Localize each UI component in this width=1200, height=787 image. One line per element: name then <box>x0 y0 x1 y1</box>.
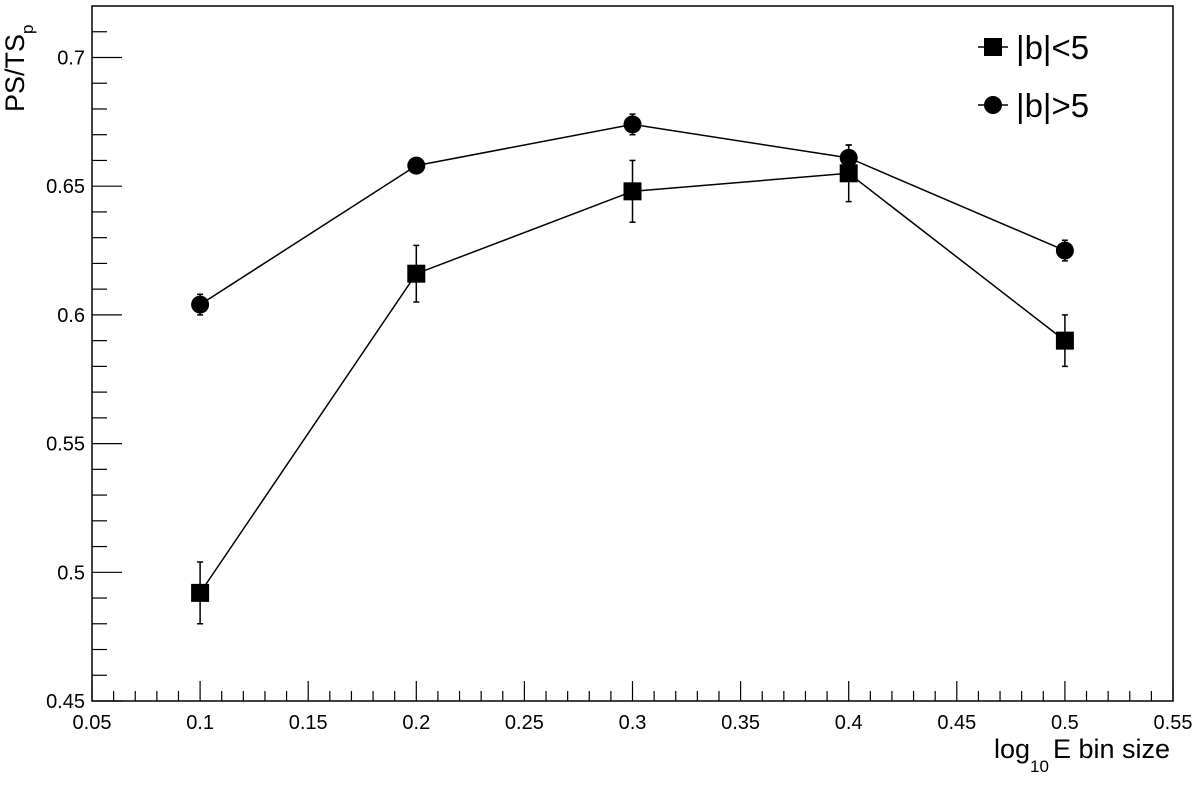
y-axis-label: PS/TSp <box>0 25 37 113</box>
chart-legend: |b|<5 |b|>5 <box>978 29 1089 124</box>
x-tick-label: 0.1 <box>186 712 214 734</box>
legend-marker-square <box>984 38 1002 56</box>
legend-label: |b|<5 <box>1016 29 1089 66</box>
x-axis-label-subscript: 10 <box>1030 757 1049 776</box>
x-tick-label: 0.3 <box>619 712 647 734</box>
x-axis-label-prefix: log <box>994 734 1030 764</box>
y-tick-label: 0.7 <box>57 47 85 69</box>
y-tick-label: 0.55 <box>46 434 85 456</box>
data-point-square <box>407 264 426 283</box>
axis-ticks: 0.05 0.1 0.15 0.2 0.25 0.3 0.35 0.4 0.45 0.5 0.55 0… <box>46 31 1193 734</box>
x-tick-label: 0.25 <box>505 712 544 734</box>
data-point-circle <box>839 148 858 167</box>
data-point-square <box>623 182 642 201</box>
x-tick-label: 0.2 <box>402 712 430 734</box>
x-tick-label: 0.4 <box>835 712 863 734</box>
y-tick-label: 0.45 <box>46 691 85 713</box>
x-tick-label: 0.45 <box>937 712 976 734</box>
series-line <box>199 172 1066 594</box>
data-point-circle <box>1055 241 1074 260</box>
plot-frame <box>91 5 1174 702</box>
data-point-square <box>191 583 210 602</box>
legend-label: |b|>5 <box>1016 87 1089 124</box>
x-axis-label-suffix: E bin size <box>1053 734 1170 764</box>
y-axis-label-main: PS/TS <box>0 34 30 112</box>
legend-marker-circle <box>984 96 1002 114</box>
data-point-circle <box>191 295 210 314</box>
y-tick-label: 0.5 <box>57 562 85 584</box>
x-tick-label: 0.35 <box>721 712 760 734</box>
x-tick-label: 0.15 <box>289 712 328 734</box>
x-tick-label: 0.5 <box>1051 712 1079 734</box>
data-point-square <box>839 164 858 183</box>
y-tick-label: 0.65 <box>46 176 85 198</box>
y-axis-label-subscript: p <box>18 25 37 34</box>
x-tick-label: 0.55 <box>1154 712 1193 734</box>
data-point-square <box>1055 331 1074 350</box>
data-point-circle <box>407 156 426 175</box>
x-tick-label: 0.05 <box>73 712 112 734</box>
chart-marks <box>191 113 1074 625</box>
y-tick-label: 0.6 <box>57 305 85 327</box>
x-axis-label: log10E bin size <box>994 734 1170 776</box>
data-point-circle <box>623 115 642 134</box>
